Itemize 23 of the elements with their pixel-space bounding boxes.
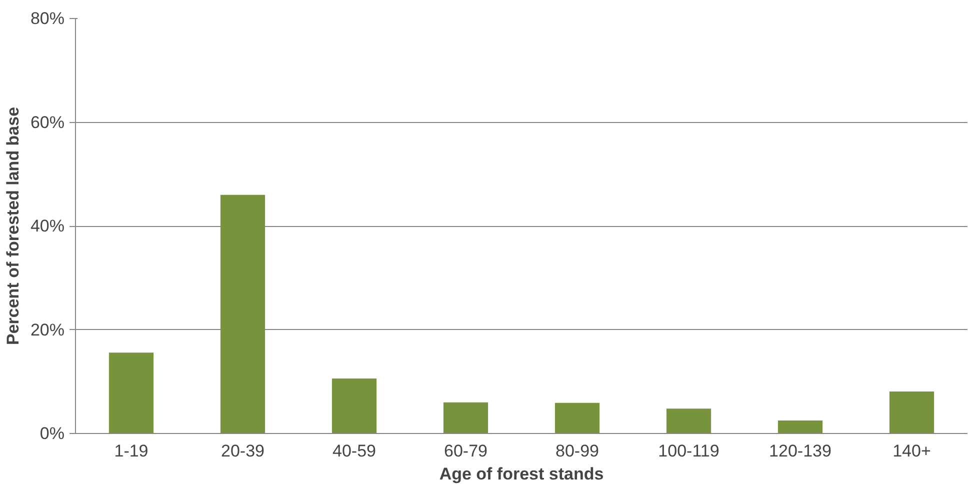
x-tick-label: 120-139	[769, 442, 832, 460]
bar	[889, 391, 934, 434]
bar	[220, 194, 266, 434]
x-tick-label: 80-99	[556, 442, 599, 460]
bar	[443, 402, 488, 434]
y-axis-title: Percent of forested land base	[3, 106, 22, 346]
x-tick-label: 1-19	[114, 442, 148, 460]
y-tick-label: 80%	[30, 9, 65, 28]
x-tick-label: 20-39	[221, 442, 264, 460]
x-tick-label: 140+	[892, 442, 931, 460]
bar	[666, 408, 712, 434]
x-tick-label: 100-119	[658, 442, 720, 460]
y-tick-label: 40%	[30, 216, 65, 236]
y-tick-label: 20%	[30, 320, 65, 340]
bar	[778, 420, 823, 434]
y-tick-label: 0%	[40, 424, 65, 443]
x-tick-label: 40-59	[332, 442, 376, 460]
x-tick-label: 60-79	[444, 442, 488, 460]
x-axis-title: Age of forest stands	[439, 464, 604, 484]
y-tick-label: 60%	[30, 112, 65, 132]
bar	[332, 378, 377, 434]
bar	[554, 402, 600, 434]
bar	[108, 352, 154, 434]
